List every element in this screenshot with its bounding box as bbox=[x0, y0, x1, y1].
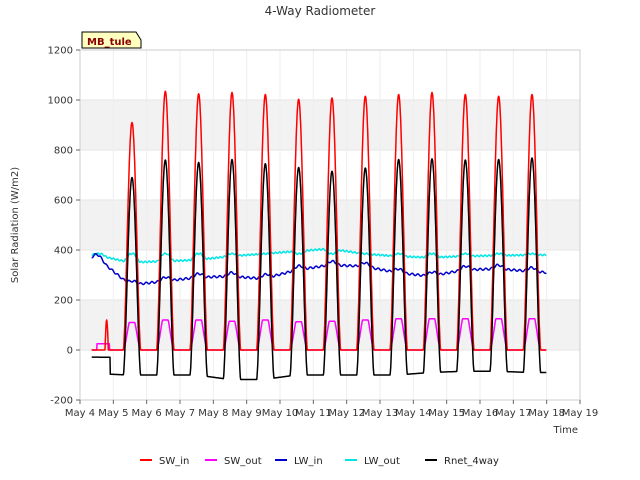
series-line-sw-in bbox=[91, 90, 547, 351]
legend-item: LW_out bbox=[345, 456, 400, 467]
legend-label: LW_in bbox=[294, 456, 323, 467]
x-tick-label: May 11 bbox=[295, 408, 332, 419]
site-label: MB_tule bbox=[87, 37, 132, 48]
y-axis-label: Solar Radiation (W/m2) bbox=[10, 167, 21, 283]
site-label-box: MB_tule bbox=[81, 31, 142, 49]
x-tick-label: May 5 bbox=[98, 408, 128, 419]
x-tick-label: May 6 bbox=[132, 408, 162, 419]
chart-title: 4-Way Radiometer bbox=[265, 4, 376, 18]
legend: SW_in SW_out LW_in LW_out Rnet_4way bbox=[140, 456, 499, 467]
y-tick-label: 0 bbox=[67, 346, 73, 357]
x-tick-label: May 10 bbox=[262, 408, 299, 419]
legend-label: SW_in bbox=[159, 456, 189, 467]
legend-item: SW_in bbox=[140, 456, 189, 467]
y-axis-ticks: -200 0 200 400 600 800 1000 1200 bbox=[48, 46, 80, 407]
y-tick-label: 1000 bbox=[48, 96, 73, 107]
y-tick-label: -200 bbox=[50, 396, 73, 407]
site-label-shape bbox=[81, 31, 142, 49]
x-tick-label: May 19 bbox=[562, 408, 599, 419]
x-tick-label: May 7 bbox=[165, 408, 195, 419]
legend-item: Rnet_4way bbox=[425, 456, 499, 467]
x-tick-label: May 16 bbox=[462, 408, 499, 419]
x-tick-label: May 18 bbox=[528, 408, 565, 419]
x-tick-label: May 4 bbox=[65, 408, 95, 419]
y-tick-label: 400 bbox=[54, 246, 73, 257]
legend-item: LW_in bbox=[275, 456, 323, 467]
x-tick-label: May 15 bbox=[428, 408, 465, 419]
series-layer bbox=[91, 90, 547, 381]
x-axis-label: Time bbox=[553, 425, 578, 436]
series-line-rnet-4way bbox=[91, 157, 547, 381]
legend-label: Rnet_4way bbox=[444, 456, 499, 467]
legend-label: SW_out bbox=[224, 456, 262, 467]
y-tick-label: 200 bbox=[54, 296, 73, 307]
plot-band bbox=[80, 300, 580, 350]
legend-label: LW_out bbox=[364, 456, 400, 467]
y-tick-label: 600 bbox=[54, 196, 73, 207]
x-tick-label: May 14 bbox=[395, 408, 432, 419]
x-tick-label: May 13 bbox=[362, 408, 399, 419]
x-tick-label: May 17 bbox=[495, 408, 532, 419]
plot-frame bbox=[79, 49, 581, 401]
x-tick-label: May 9 bbox=[232, 408, 262, 419]
x-tick-label: May 12 bbox=[328, 408, 365, 419]
x-axis-ticks: May 4 May 5 May 6 May 7 May 8 May 9 May 10May … bbox=[65, 400, 598, 419]
y-tick-label: 800 bbox=[54, 146, 73, 157]
y-tick-label: 1200 bbox=[48, 46, 73, 57]
x-tick-label: May 8 bbox=[198, 408, 228, 419]
legend-item: SW_out bbox=[205, 456, 262, 467]
